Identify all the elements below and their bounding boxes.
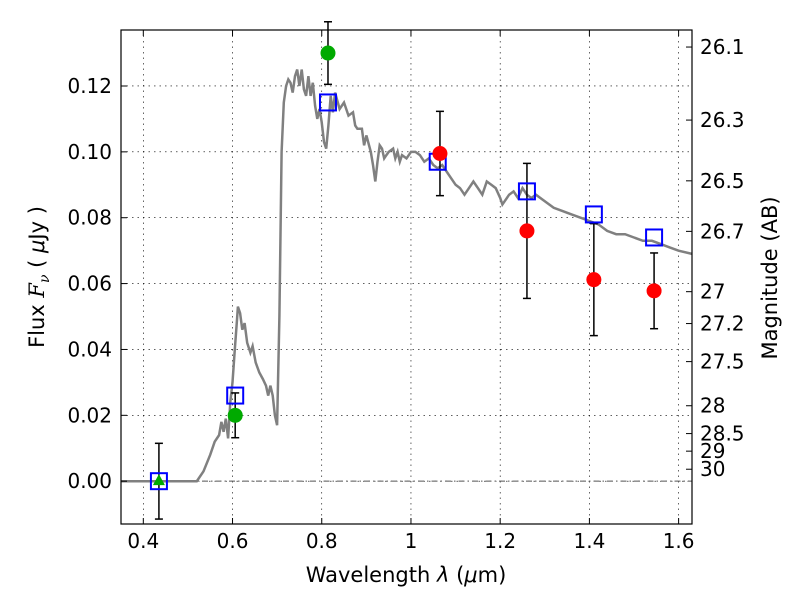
y-tick-label: 0.12 bbox=[67, 74, 112, 98]
x-tick-label: 1.4 bbox=[573, 529, 605, 553]
ir-circle-marker bbox=[519, 223, 535, 239]
optical-circle-marker bbox=[227, 407, 243, 423]
optical-triangle-marker bbox=[152, 474, 165, 486]
data-markers bbox=[149, 45, 664, 491]
model-photometry-square bbox=[149, 472, 168, 491]
mag-tick-label: 28.5 bbox=[700, 422, 745, 446]
ir-circle-marker bbox=[586, 272, 602, 288]
mag-tick-label: 29 bbox=[700, 439, 725, 463]
error-bars bbox=[154, 21, 659, 520]
y-axis-label: Flux Fν ( μJy ) bbox=[25, 206, 53, 348]
mag-tick-label: 26.5 bbox=[700, 169, 745, 193]
y-tick-label: 0.08 bbox=[67, 206, 112, 230]
y-tick-label: 0.04 bbox=[67, 337, 112, 361]
model-photometry-square bbox=[645, 228, 664, 247]
ir-circle-marker bbox=[646, 283, 662, 299]
model-photometry-square bbox=[318, 93, 337, 112]
model-photometry-square bbox=[517, 182, 536, 201]
y-tick-label: 0.10 bbox=[67, 140, 112, 164]
mag-tick-label: 27 bbox=[700, 280, 725, 304]
mag-tick-label: 26.1 bbox=[700, 35, 745, 59]
right-axis-label: Magnitude (AB) bbox=[758, 196, 782, 359]
model-photometry-square bbox=[584, 205, 603, 224]
mag-tick-label: 26.3 bbox=[700, 108, 745, 132]
grid-lines bbox=[121, 30, 692, 524]
y-tick-label: 0.06 bbox=[67, 272, 112, 296]
x-tick-label: 1 bbox=[405, 529, 418, 553]
model-photometry-square bbox=[226, 386, 245, 405]
mag-tick-label: 27.5 bbox=[700, 350, 745, 374]
axis-ticks: 0.4 0.6 0.8 1 1.2 1.4 1.6 0.00 0.02 0.04 0.06 0.08 0… bbox=[67, 30, 745, 553]
x-tick-label: 0.8 bbox=[306, 529, 338, 553]
x-tick-label: 1.2 bbox=[484, 529, 516, 553]
y-tick-label: 0.00 bbox=[67, 469, 112, 493]
model-spectrum-line bbox=[121, 69, 693, 483]
x-tick-label: 0.6 bbox=[217, 529, 249, 553]
x-tick-label: 1.6 bbox=[663, 529, 695, 553]
y-tick-label: 0.02 bbox=[67, 403, 112, 427]
plot-frame bbox=[120, 29, 693, 525]
ir-circle-marker bbox=[432, 146, 448, 161]
x-axis-label: Wavelength λ (μm) bbox=[306, 563, 507, 587]
x-tick-label: 0.4 bbox=[127, 529, 159, 553]
mag-tick-label: 27.2 bbox=[700, 312, 745, 336]
mag-tick-label: 30 bbox=[700, 457, 725, 481]
mag-tick-label: 28 bbox=[700, 394, 725, 418]
optical-circle-marker bbox=[320, 45, 336, 61]
mag-tick-label: 26.7 bbox=[700, 219, 745, 243]
